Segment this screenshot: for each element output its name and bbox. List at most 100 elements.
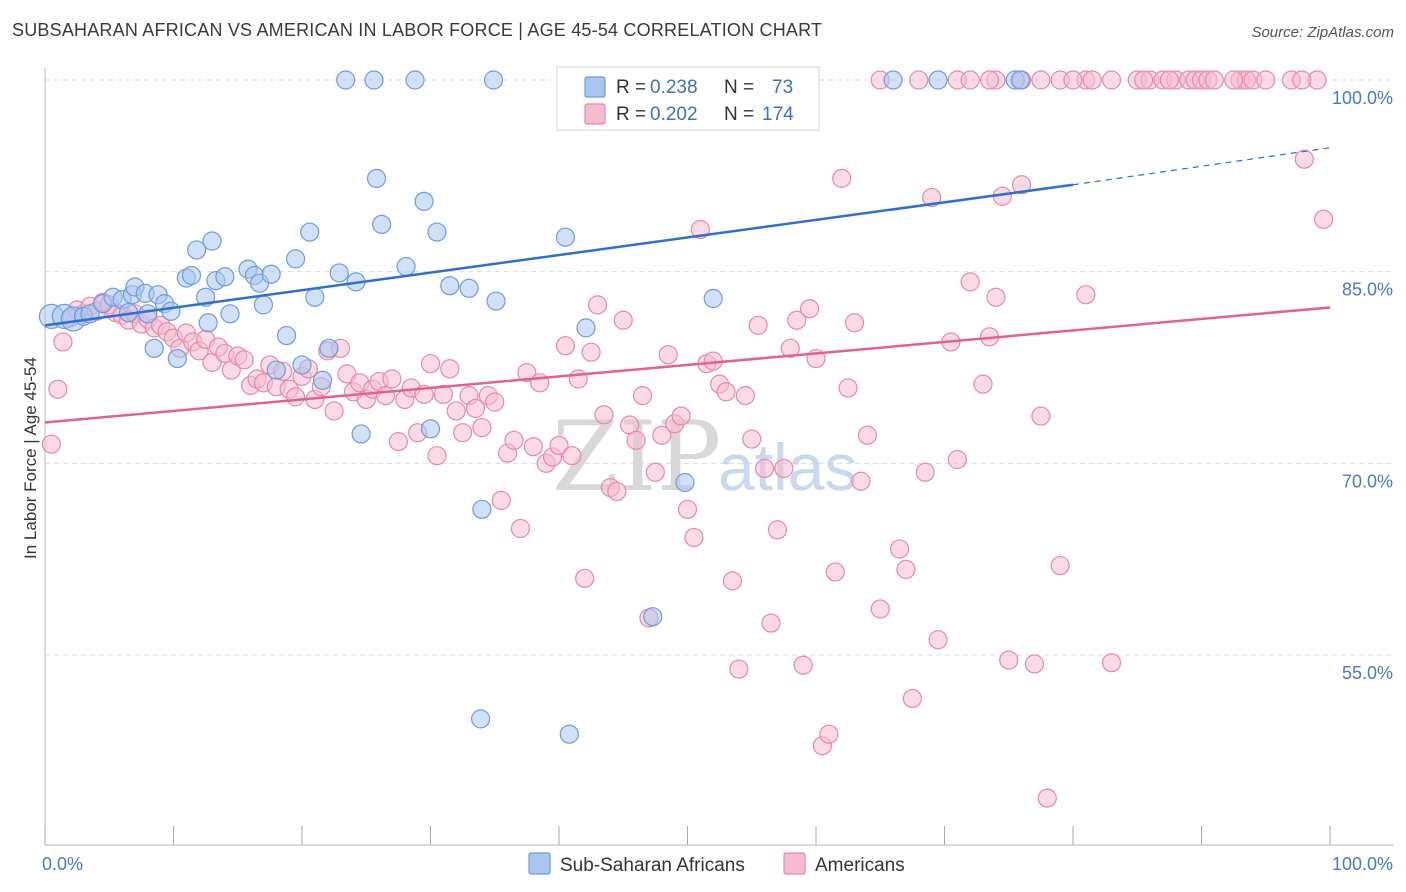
pink-point: [234, 350, 254, 370]
pink-point: [838, 378, 858, 398]
y-tick-label-3: 100.0%: [1332, 88, 1393, 108]
pink-point: [1256, 70, 1276, 90]
pink-point: [1292, 70, 1312, 90]
chart-title: SUBSAHARAN AFRICAN VS AMERICAN IN LABOR …: [12, 20, 823, 40]
legend-swatch-pink: [584, 103, 606, 125]
blue-point: [292, 355, 312, 375]
pink-point: [960, 272, 980, 292]
legend-swatch-blue: [584, 76, 606, 98]
pink-point: [1082, 70, 1102, 90]
pink-point: [1224, 70, 1244, 90]
legend-r-value-2: 0.202: [650, 104, 698, 125]
pink-point: [1037, 788, 1057, 808]
pink-point: [420, 354, 441, 374]
blue-point: [559, 724, 579, 744]
blue-point: [472, 499, 492, 519]
pink-point: [613, 310, 633, 330]
blue-point: [364, 70, 384, 90]
blue-point: [253, 295, 274, 315]
blue-point: [427, 222, 447, 242]
pink-point: [549, 435, 569, 456]
pink-point: [767, 520, 788, 540]
pink-point: [562, 446, 582, 466]
pink-point: [53, 332, 73, 352]
pink-point: [568, 369, 588, 389]
legend-r-label-2: R =: [616, 104, 646, 125]
pink-point: [1204, 70, 1224, 90]
pink-point: [851, 471, 871, 491]
pink-point: [594, 405, 614, 425]
blue-point: [312, 370, 333, 390]
pink-point: [729, 659, 749, 679]
blue-point: [138, 304, 158, 324]
pink-point: [427, 446, 447, 466]
subsaharan-points: [38, 70, 1030, 744]
x-tick-label-1: 100.0%: [1332, 854, 1393, 874]
trend-lines: [44, 147, 1331, 424]
pink-point: [491, 490, 511, 510]
blue-point: [643, 607, 663, 627]
bottom-legend-label-2: Americans: [815, 855, 905, 876]
pink-point: [780, 338, 800, 358]
pink-point: [658, 345, 678, 365]
pink-point: [825, 562, 845, 582]
pink-point: [787, 310, 807, 330]
pink-point: [607, 481, 627, 502]
x-tick-label-0: 0.0%: [42, 854, 83, 874]
bottom-legend-swatch-blue: [528, 852, 551, 875]
pink-point: [922, 187, 942, 208]
pink-point: [793, 655, 813, 675]
pink-point: [999, 650, 1019, 670]
pink-point: [48, 379, 68, 399]
pink-point: [870, 599, 890, 619]
pink-point: [1031, 70, 1051, 90]
pink-point: [896, 559, 916, 579]
blue-point: [202, 231, 222, 251]
y-tick-labels: 55.0% 70.0% 85.0% 100.0%: [1332, 88, 1393, 683]
pink-point: [722, 571, 743, 591]
pink-point: [1024, 654, 1045, 674]
series-legend: Sub-Saharan Africans Americans: [528, 852, 905, 876]
pink-point: [902, 688, 922, 709]
pink-point: [632, 386, 653, 406]
pink-point: [889, 539, 910, 559]
blue-point: [405, 70, 425, 90]
pink-point: [960, 70, 980, 90]
pink-point: [517, 363, 537, 383]
blue-point: [266, 360, 286, 380]
legend-n-value-1: 73: [772, 77, 793, 98]
pink-point: [857, 425, 878, 445]
bottom-legend-label-1: Sub-Saharan Africans: [560, 855, 745, 876]
blue-point: [198, 313, 218, 333]
blue-point: [703, 288, 723, 309]
blue-point: [675, 472, 695, 493]
blue-point: [396, 256, 416, 277]
pink-point: [1011, 175, 1032, 195]
blue-point: [366, 168, 387, 188]
pink-point: [986, 287, 1006, 307]
pink-point: [1063, 70, 1083, 90]
pink-point: [716, 382, 736, 402]
pink-point: [909, 70, 929, 90]
pink-point: [523, 437, 543, 457]
blue-point: [351, 424, 371, 444]
blue-point: [420, 419, 441, 439]
axes: [44, 68, 1394, 846]
blue-point: [576, 318, 596, 338]
blue-point: [215, 267, 235, 287]
pink-point: [761, 613, 781, 633]
pink-point: [928, 630, 948, 650]
pink-point: [41, 434, 62, 454]
pink-point: [581, 342, 601, 362]
pink-point: [645, 462, 665, 482]
blue-point: [883, 70, 903, 90]
blue-point: [220, 304, 240, 324]
legend-n-value-2: 174: [762, 104, 794, 125]
blue-point: [276, 325, 297, 346]
pink-point: [671, 406, 691, 426]
blue-point: [459, 278, 479, 298]
blue-point: [329, 263, 349, 283]
pink-point: [774, 458, 794, 479]
blue-point: [285, 249, 306, 269]
blue-point: [167, 348, 187, 369]
